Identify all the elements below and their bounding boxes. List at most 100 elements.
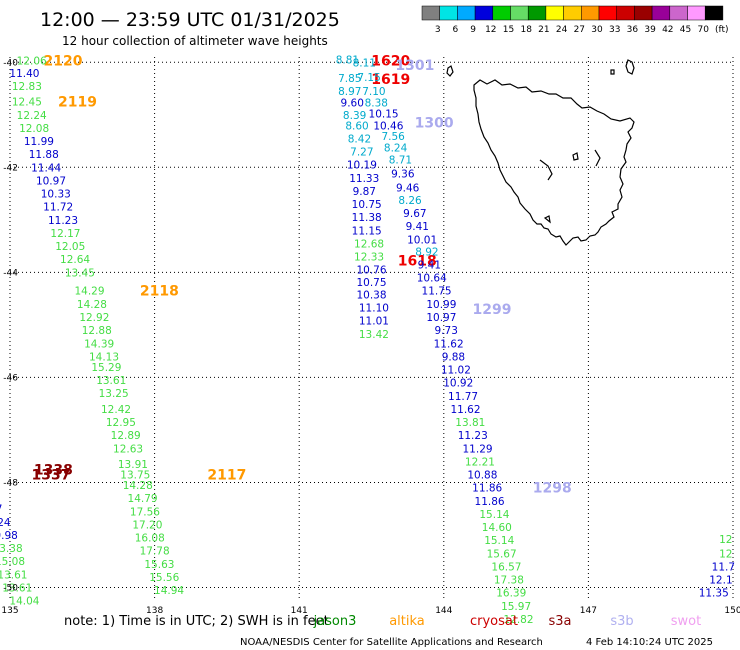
small-isle-2 [572, 152, 579, 161]
legend-swatch [545, 5, 564, 21]
wave-height-point: 8.42 [348, 133, 371, 145]
wave-height-point: 10.33 [41, 189, 71, 201]
legend-swatch [634, 5, 653, 21]
x-tick-label: 150 [724, 606, 740, 616]
wave-height-point: 8.38 [365, 98, 388, 110]
pass-label: 1298 [533, 481, 572, 497]
x-tick-label: 144 [435, 606, 452, 616]
satellite-s3b: s3b [610, 614, 633, 629]
wave-height-point: 10.97 [36, 175, 66, 187]
wave-height-point: 9.87 [353, 186, 376, 198]
wave-height-point: 10.75 [356, 277, 386, 289]
wave-height-point: 15.14 [479, 509, 509, 521]
wave-height-point: 11.40 [9, 68, 39, 80]
wave-height-point: 9.46 [396, 182, 420, 194]
pass-label: 1619 [371, 72, 410, 88]
legend-label: 27 [574, 25, 585, 35]
legend-swatch [510, 5, 529, 21]
wave-height-point: 11.72 [43, 202, 73, 214]
pass-label: 1300 [415, 116, 454, 132]
legend-label: 24 [556, 25, 568, 35]
wave-height-point: 8.97 [338, 86, 361, 98]
wave-height-point: 11.86 [475, 496, 505, 508]
pass-label: 1301 [395, 58, 434, 74]
wave-height-point: 12.1 [709, 575, 732, 587]
wave-height-point: 9.37 [0, 504, 2, 516]
wave-height-point: 8.24 [384, 142, 408, 154]
wave-height-point: 14.39 [84, 338, 114, 350]
wave-height-point: 12.82 [503, 614, 533, 626]
wave-height-point: 10.75 [352, 199, 382, 211]
wave-height-point: 12.05 [55, 241, 85, 253]
wave-height-point: 11.33 [349, 173, 379, 185]
wave-height-point: 13.45 [65, 267, 95, 279]
wave-height-point: 15.63 [144, 559, 174, 571]
wave-height-point: 14.04 [9, 596, 39, 608]
wave-height-point: 17.38 [494, 575, 524, 587]
pass-labels: 2120 2119 2118 2117 1620 1619 1618 1301 1300 1299… [31, 54, 571, 497]
wave-height-point: 16.57 [491, 561, 521, 573]
y-tick-label: -48 [3, 478, 18, 488]
legend-swatch [598, 5, 617, 21]
wave-height-point: 11.62 [434, 338, 464, 350]
legend-swatch [687, 5, 706, 21]
wave-height-point: 11.99 [24, 136, 54, 148]
legend-swatch [616, 5, 635, 21]
footer-note: note: 1) Time is in UTC; 2) SWH is in fe… [64, 614, 329, 629]
wave-height-point: 8.71 [389, 154, 412, 166]
wave-height-point: 12.68 [354, 238, 384, 250]
wave-height-point: 11.77 [448, 391, 478, 403]
wave-height-point: 11.23 [48, 215, 78, 227]
coast-inlet-2 [594, 149, 601, 167]
wave-height-point: 10.92 [443, 378, 473, 390]
wave-height-point: 14.13 [89, 351, 119, 363]
tasmania-outline [473, 79, 635, 246]
x-tick-label: 141 [291, 606, 308, 616]
legend-swatch [527, 5, 547, 21]
wave-height-point: 10.15 [369, 109, 399, 121]
wave-height-point: 10.64 [417, 273, 447, 285]
legend-swatch [492, 5, 511, 21]
legend-label: 30 [591, 25, 603, 35]
wave-height-point: 10.98 [0, 530, 18, 542]
wave-height-point: 12 [719, 534, 732, 546]
legend-label: 33 [609, 25, 620, 35]
legend-label: 9 [470, 25, 476, 35]
x-tick-label: 147 [580, 606, 597, 616]
legend-swatch [474, 5, 494, 21]
pass-label: 1618 [398, 253, 437, 269]
wave-height-point: 12.92 [79, 312, 109, 324]
satellite-jason3: jason3 [313, 614, 357, 629]
pass-label: 2118 [140, 284, 179, 300]
coast-inlet-1 [539, 159, 553, 181]
wave-height-point: 13.61 [96, 375, 126, 387]
wave-height-point: 12 [719, 548, 732, 560]
wave-height-point: 8.11 [353, 57, 376, 69]
wave-height-point: 14.29 [74, 286, 104, 298]
wave-height-point: 10.46 [373, 120, 403, 132]
wave-height-point: 11.35 [699, 588, 729, 600]
wave-height-point: 9.41 [418, 259, 441, 271]
wave-height-point: 12.88 [82, 325, 112, 337]
wave-height-point: 11.44 [31, 162, 61, 174]
wave-height-point: 16.08 [135, 533, 165, 545]
wave-height-point: 12.08 [19, 123, 49, 135]
legend-swatch [421, 5, 440, 21]
pass-label: 1620 [371, 54, 410, 70]
wave-height-point: 11.75 [422, 286, 452, 298]
x-tick-label: 135 [1, 606, 18, 616]
y-tick-label: -46 [3, 373, 18, 383]
legend-swatch [457, 5, 476, 21]
footer-credit: NOAA/NESDIS Center for Satellite Applica… [240, 637, 543, 648]
legend-swatch [669, 5, 688, 21]
wave-height-point: 10.24 [0, 517, 11, 529]
map-grid [9, 57, 734, 598]
legend-label: 18 [520, 25, 532, 35]
wave-height-point: 14.28 [77, 299, 107, 311]
wave-height-point: 16.39 [496, 588, 526, 600]
wave-height-point: 13.81 [455, 417, 485, 429]
pass-label: 2120 [44, 54, 83, 70]
flinders-island [625, 59, 635, 75]
